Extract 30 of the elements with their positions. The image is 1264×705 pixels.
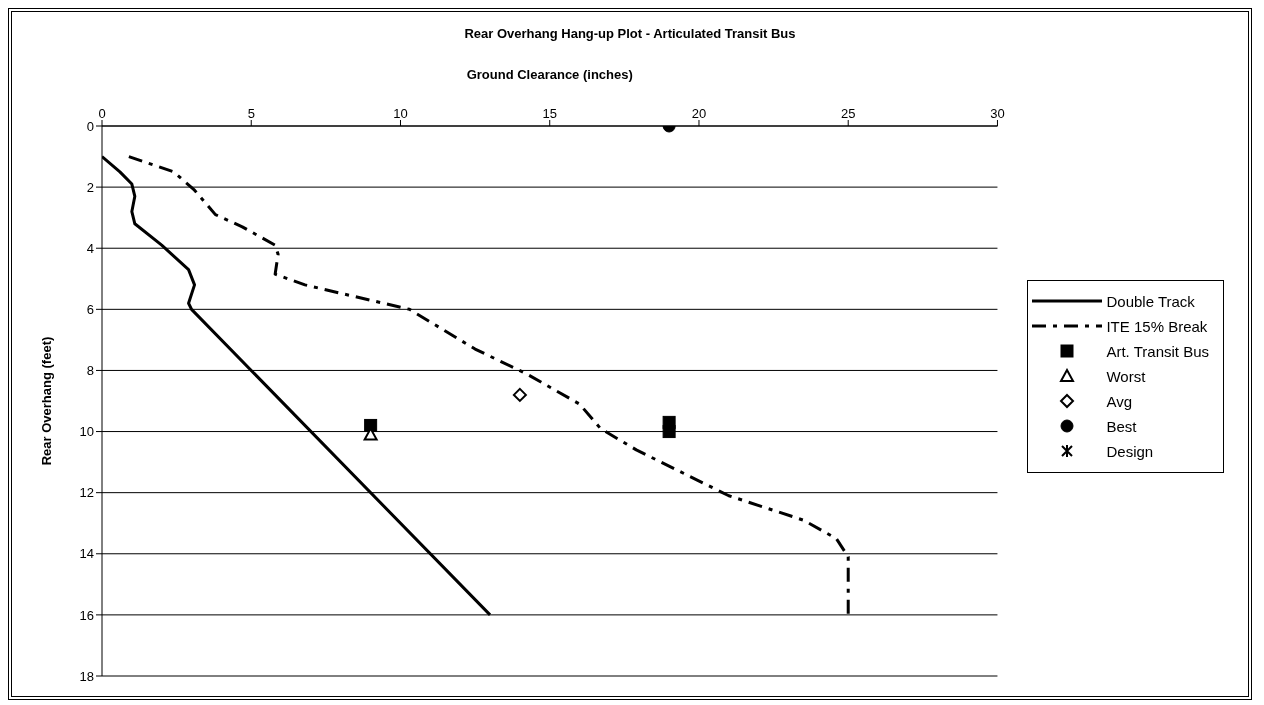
y-tick-label: 0 <box>86 118 94 134</box>
y-tick-label: 18 <box>79 668 94 684</box>
point <box>512 387 527 402</box>
y-tick-label: 10 <box>79 424 94 440</box>
point <box>364 418 378 432</box>
x-axis-title: Ground Clearance (inches) <box>466 67 633 83</box>
x-tick-label: 5 <box>247 106 255 121</box>
legend-label: Art. Transit Bus <box>1106 342 1209 360</box>
y-tick-label: 16 <box>79 607 94 623</box>
legend-label: Worst <box>1106 367 1146 385</box>
legend-label: Avg <box>1106 392 1133 410</box>
y-tick-label: 6 <box>86 301 94 317</box>
legend-label: ITE 15% Break <box>1106 317 1208 335</box>
y-tick-label: 2 <box>86 179 94 195</box>
legend-label: Best <box>1106 417 1137 435</box>
x-tick-label: 0 <box>98 106 106 121</box>
y-tick-label: 8 <box>86 363 94 379</box>
x-tick-label: 30 <box>990 106 1005 121</box>
x-tick-label: 20 <box>691 106 707 121</box>
y-tick-label: 12 <box>79 485 94 501</box>
legend-label: Design <box>1106 442 1154 460</box>
y-axis-title: Rear Overhang (feet) <box>38 336 54 466</box>
point <box>662 425 676 439</box>
y-tick-label: 4 <box>86 240 94 256</box>
x-tick-label: 15 <box>542 106 557 121</box>
y-tick-label: 14 <box>79 546 94 562</box>
chart-title: Rear Overhang Hang-up Plot - Articulated Transit Bus <box>463 25 797 43</box>
x-tick-label: 25 <box>840 106 856 121</box>
legend-label: Double Track <box>1106 292 1195 310</box>
x-tick-label: 10 <box>393 106 408 121</box>
